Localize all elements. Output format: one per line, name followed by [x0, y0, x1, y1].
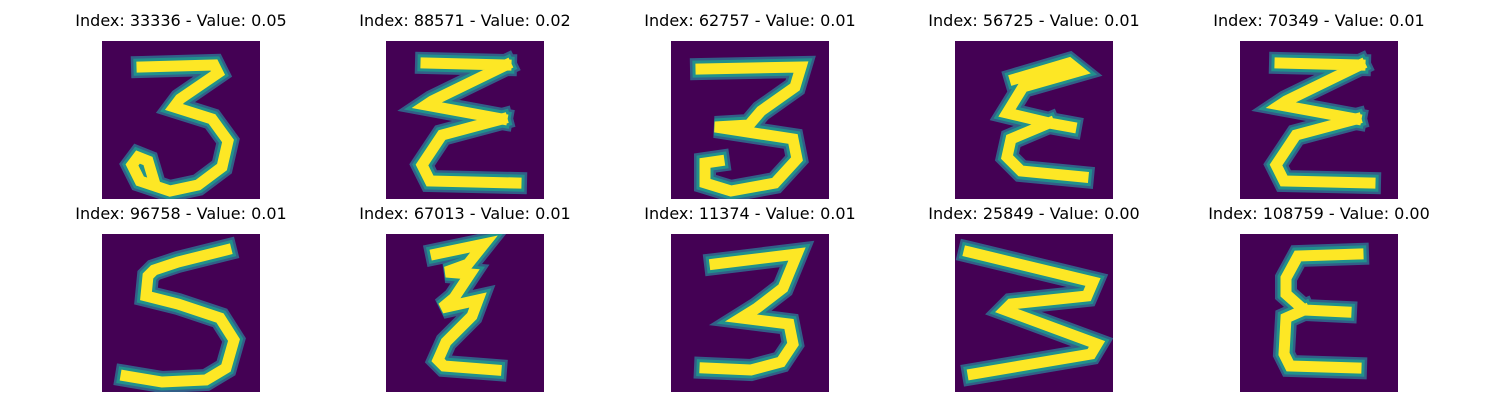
digit-panel: Index: 62757 - Value: 0.01 [608, 8, 892, 199]
digit-panel: Index: 96758 - Value: 0.01 [39, 201, 323, 392]
panel-title: Index: 56725 - Value: 0.01 [928, 11, 1140, 30]
digit-panel: Index: 88571 - Value: 0.02 [323, 8, 607, 199]
digit-stroke [125, 59, 234, 197]
digit-panel: Index: 56725 - Value: 0.01 [892, 8, 1176, 199]
digit-image [386, 234, 544, 392]
digit-stroke [1265, 57, 1376, 189]
panel-title: Index: 108759 - Value: 0.00 [1208, 204, 1430, 223]
digit-panel: Index: 33336 - Value: 0.05 [39, 8, 323, 199]
digit-panel: Index: 11374 - Value: 0.01 [608, 201, 892, 392]
digit-panel: Index: 70349 - Value: 0.01 [1177, 8, 1461, 199]
digit-image [955, 41, 1113, 199]
panel-title: Index: 11374 - Value: 0.01 [644, 204, 856, 223]
digit-panel: Index: 67013 - Value: 0.01 [323, 201, 607, 392]
digit-image [955, 234, 1113, 392]
digit-stroke [411, 57, 522, 189]
digit-stroke [695, 61, 809, 197]
digit-image [671, 234, 829, 392]
digit-panel: Index: 25849 - Value: 0.00 [892, 201, 1176, 392]
panel-title: Index: 96758 - Value: 0.01 [75, 204, 287, 223]
panel-title: Index: 25849 - Value: 0.00 [928, 204, 1140, 223]
digit-image [102, 41, 260, 199]
digit-image [671, 41, 829, 199]
digit-panel: Index: 108759 - Value: 0.00 [1177, 201, 1461, 392]
panel-title: Index: 33336 - Value: 0.05 [75, 11, 287, 30]
digit-stroke [119, 243, 240, 388]
panel-title: Index: 70349 - Value: 0.01 [1213, 11, 1425, 30]
panel-title: Index: 62757 - Value: 0.01 [644, 11, 856, 30]
digit-stroke [998, 56, 1091, 184]
digit-image [1240, 41, 1398, 199]
digit-stroke [699, 247, 806, 376]
digit-image [1240, 234, 1398, 392]
digit-image [386, 41, 544, 199]
digit-image [102, 234, 260, 392]
panel-title: Index: 88571 - Value: 0.02 [359, 11, 571, 30]
digit-stroke [1278, 248, 1364, 374]
digit-stroke [962, 245, 1106, 381]
digit-stroke [429, 235, 502, 376]
panel-title: Index: 67013 - Value: 0.01 [359, 204, 571, 223]
